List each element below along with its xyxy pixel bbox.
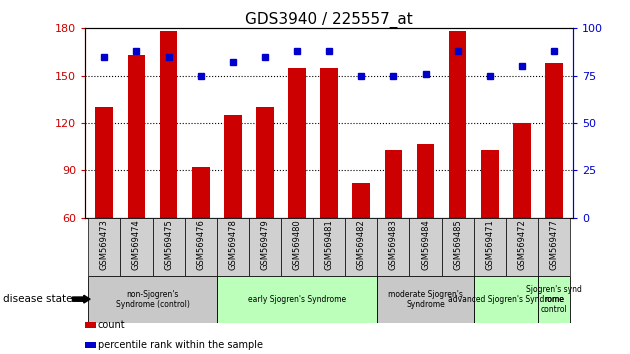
Text: GSM569475: GSM569475	[164, 219, 173, 270]
Bar	[249, 218, 281, 276]
Bar	[160, 32, 178, 312]
Title: GDS3940 / 225557_at: GDS3940 / 225557_at	[245, 12, 413, 28]
Text: GSM569484: GSM569484	[421, 219, 430, 270]
Bar	[377, 218, 410, 276]
Bar	[217, 276, 377, 323]
Bar	[281, 218, 313, 276]
Bar	[320, 68, 338, 312]
Bar	[128, 55, 146, 312]
Bar	[152, 218, 185, 276]
Text: moderate Sjogren's
Syndrome: moderate Sjogren's Syndrome	[388, 290, 463, 309]
Bar	[345, 218, 377, 276]
Text: GSM569482: GSM569482	[357, 219, 366, 270]
Text: GSM569472: GSM569472	[517, 219, 527, 270]
Bar	[442, 218, 474, 276]
Bar	[474, 218, 506, 276]
Bar	[224, 115, 242, 312]
Text: Sjogren's synd
rome
control: Sjogren's synd rome control	[526, 285, 582, 314]
Bar	[513, 123, 530, 312]
Text: GSM569483: GSM569483	[389, 219, 398, 270]
Bar	[185, 218, 217, 276]
Bar	[96, 107, 113, 312]
Bar	[384, 150, 402, 312]
Text: GSM569485: GSM569485	[453, 219, 462, 270]
Text: GSM569476: GSM569476	[196, 219, 205, 270]
Bar	[538, 276, 570, 323]
Bar	[538, 218, 570, 276]
Bar	[256, 107, 274, 312]
Bar	[506, 218, 538, 276]
Bar	[120, 218, 152, 276]
Text: GSM569474: GSM569474	[132, 219, 141, 270]
Text: non-Sjogren's
Syndrome (control): non-Sjogren's Syndrome (control)	[115, 290, 190, 309]
Text: GSM569473: GSM569473	[100, 219, 109, 270]
Text: advanced Sjogren's Syndrome: advanced Sjogren's Syndrome	[448, 295, 564, 304]
Bar	[410, 218, 442, 276]
Text: count: count	[98, 320, 125, 330]
Text: early Sjogren's Syndrome: early Sjogren's Syndrome	[248, 295, 346, 304]
Bar	[217, 218, 249, 276]
Text: GSM569478: GSM569478	[228, 219, 238, 270]
Text: GSM569480: GSM569480	[292, 219, 302, 270]
Bar	[192, 167, 210, 312]
Bar	[313, 218, 345, 276]
Bar	[545, 63, 563, 312]
Bar	[88, 218, 120, 276]
Bar	[449, 32, 466, 312]
Text: percentile rank within the sample: percentile rank within the sample	[98, 340, 263, 350]
Text: GSM569481: GSM569481	[324, 219, 334, 270]
Text: GSM569471: GSM569471	[485, 219, 495, 270]
Text: GSM569477: GSM569477	[549, 219, 559, 270]
Bar	[88, 276, 217, 323]
Bar	[416, 143, 434, 312]
Bar	[474, 276, 538, 323]
Bar	[481, 150, 498, 312]
Text: GSM569479: GSM569479	[260, 219, 270, 270]
Bar	[352, 183, 370, 312]
Bar	[377, 276, 474, 323]
Bar	[288, 68, 306, 312]
Text: disease state: disease state	[3, 294, 72, 304]
